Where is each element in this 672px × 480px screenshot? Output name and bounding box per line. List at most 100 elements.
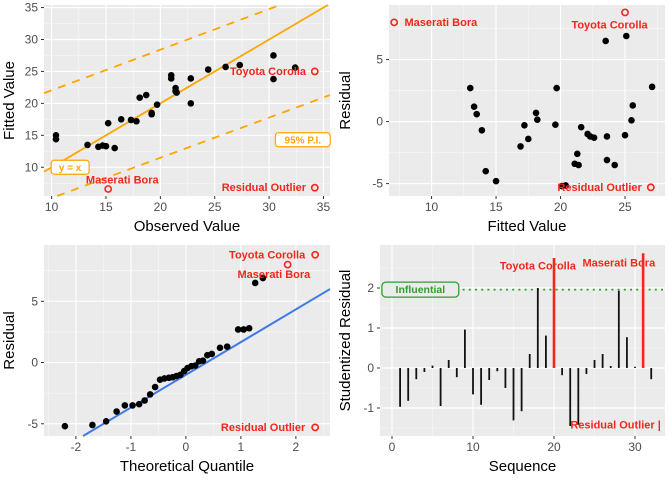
axes: -2 -1 0 1 2 -5 0 5 Theoretical Quantile Residual [1,294,300,475]
data-point [473,110,481,118]
data-point [562,182,569,189]
x-tick-label: -1 [126,440,137,454]
fitted-vs-observed-plot: y = x 95% P.I. Maserati Bora Toyota Corolla… [1,1,331,235]
studentized-residual-sequence-plot: Influential Toyota Corolla Maserati Bora Re… [337,245,665,475]
outlier-circle [311,250,320,259]
data-point [466,84,474,92]
x-tick-label: 15 [489,200,503,214]
pi-lower-line [56,94,331,197]
data-point [251,279,259,287]
annotation-label: Maserati Bora [238,269,312,281]
data-point [577,123,585,131]
influential-label: Influential [381,281,460,298]
panel-background [44,5,330,196]
minor-gridlines [44,5,330,196]
data-point [61,422,69,430]
minor-gridlines [389,5,665,196]
data-point [89,421,96,429]
data-point [117,116,125,123]
data-point [204,66,212,73]
qq-line [82,288,331,437]
data-point [141,397,148,404]
x-tick-label: 10 [425,200,439,214]
axes: 0 10 20 30 -1 0 1 2 Sequence Studentized Residual [337,270,642,475]
data-point [517,143,524,150]
data-point [603,156,611,164]
annotation-label: Residual Outlier [221,422,306,434]
data-point [236,61,244,69]
x-tick-label: 10 [45,200,59,214]
outlier-circle [646,183,655,192]
boxed-label: y = x [50,159,90,175]
boxed-label-frame [50,159,90,175]
data-point [492,177,500,185]
x-axis-title: Fitted Value [488,218,567,235]
data-point [573,150,581,158]
data-point [216,344,224,352]
data-point [603,133,611,140]
data-point [259,274,267,282]
data-point [270,52,277,59]
boxed-label: 95% P.I. [274,132,331,148]
data-point [291,64,299,71]
x-tick-label: 10 [466,440,480,454]
axes: 10 15 20 25 -5 0 5 Fitted Value Residual [337,53,632,235]
data-point [153,101,161,108]
data-point [629,102,637,109]
x-tick-label: 2 [293,440,300,454]
panel-background [389,5,665,196]
annotation-label: Residual Outlier [222,182,307,194]
outlier-circle [283,260,292,269]
y-tick-label: 25 [25,64,39,78]
data-point [534,116,541,124]
y-tick-label: 0 [376,115,383,129]
y-tick-label: 30 [25,32,39,46]
data-point [590,134,598,142]
y-tick-label: 20 [25,96,39,110]
y-tick-label: 0 [367,361,374,375]
x-tick-label: 25 [618,200,632,214]
data-point [102,142,110,150]
data-point [611,161,619,169]
y-tick-label: -5 [372,177,383,191]
data-point [111,144,118,152]
annotation-label: Maserati Bora [404,17,478,29]
x-tick-label: 30 [262,200,276,214]
y-tick-label: 0 [31,356,38,370]
x-axis-title: Theoretical Quantile [120,458,254,475]
data-point [470,103,478,111]
data-point [187,100,195,107]
data-point [552,121,559,128]
minor-gridlines [44,245,330,436]
data-point [524,135,532,143]
boxed-label-text: y = x [59,163,82,174]
axes: 10 15 20 25 30 35 10 15 20 25 30 35 Observed Value Fi… [1,1,330,235]
x-tick-label: 25 [208,200,222,214]
x-tick-label: 1 [238,440,245,454]
data-point [121,402,129,409]
data-point [240,326,247,333]
influential-label-text: Influential [396,284,446,296]
outlier-circle [310,67,319,76]
data-point [52,132,60,139]
data-point [113,408,120,415]
y-tick-label: 1 [367,321,374,335]
data-point [223,343,231,350]
data-point [187,75,195,82]
x-tick-label: 0 [389,440,396,454]
data-point [136,94,143,101]
x-tick-label: 20 [554,200,568,214]
annotation-label: Toyota Corolla [229,249,306,261]
pi-upper-line [43,4,281,94]
y-tick-label: 35 [25,1,39,15]
annotation-label: Maserati Bora [582,258,656,270]
y-axis-title: Fitted Value [1,61,18,140]
y-tick-label: 5 [31,294,38,308]
qq-plot: Toyota Corolla Maserati Bora Residual Outl… [1,245,331,475]
data-point [199,357,207,365]
y-tick-label: 5 [376,53,383,67]
data-point [628,117,635,124]
panel-background [44,245,330,436]
data-point [191,362,199,369]
